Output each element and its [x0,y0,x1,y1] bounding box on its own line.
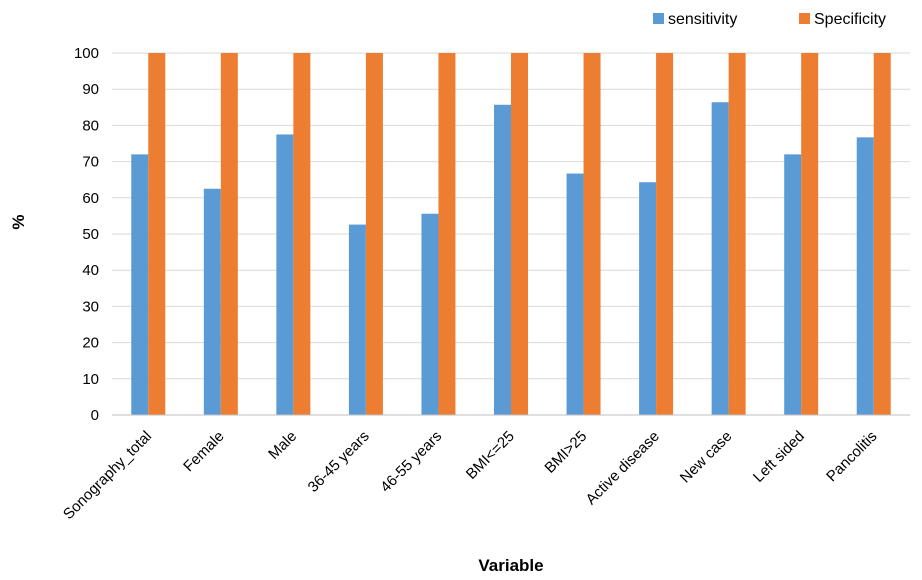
specificity-bar [511,53,528,415]
y-tick-label: 30 [82,298,99,315]
x-axis-title: Variable [478,556,543,575]
specificity-bar [148,53,166,415]
y-tick-label: 40 [82,262,99,279]
x-tick-label: BMI<=25 [463,428,518,483]
specificity-bar [728,53,746,415]
sensitivity-bar [566,173,584,415]
x-tick-label: New case [677,428,736,487]
specificity-bar [656,53,674,415]
x-tick-label: Sonography_total [60,428,155,523]
specificity-bar [438,53,456,415]
specificity-bar [293,53,311,415]
y-tick-label: 60 [82,190,99,207]
sensitivity-bar [131,154,149,416]
specificity-bar [365,53,383,415]
specificity-bar [583,53,601,415]
legend-label: Specificity [814,11,886,28]
y-tick-label: 90 [82,81,99,98]
x-tick-label: 46-55 years [377,428,445,496]
sensitivity-bar [711,102,729,416]
legend-label: sensitivity [668,11,737,28]
legend: sensitivity Specificity [653,11,886,28]
legend-swatch [653,13,664,24]
x-tick-label: Female [180,428,227,475]
axes: 0 10 20 30 40 50 60 70 80 90 100 Sonography_total Fe… [60,45,910,523]
y-tick-label: 80 [82,117,99,134]
x-tick-label: Active disease [583,428,663,508]
legend-swatch [799,13,810,24]
bars [131,53,891,416]
sensitivity-bar [494,104,511,416]
y-tick-label: 10 [82,371,99,388]
sensitivity-bar [203,188,221,415]
y-tick-label: 70 [82,154,99,171]
y-tick-label: 100 [74,45,99,62]
x-tick-label: 36-45 years [305,428,373,496]
y-tick-label: 50 [82,226,99,243]
x-tick-label: BMI>25 [541,428,590,477]
x-tick-label: Male [265,428,300,463]
y-axis-title: % [9,214,28,229]
specificity-bar [873,53,891,415]
sensitivity-bar [639,182,657,415]
sensitivity-bar [784,154,802,416]
sensitivity-bar [276,134,294,415]
specificity-bar [801,53,819,415]
sensitivity-bar [856,137,874,415]
sensitivity-bar [348,224,366,415]
x-tick-label: Pancolitis [823,428,880,485]
x-tick-label: Left sided [750,428,808,486]
specificity-bar [220,53,238,415]
y-tick-label: 20 [82,335,99,352]
y-tick-label: 0 [91,407,99,424]
sensitivity-bar [421,213,439,415]
